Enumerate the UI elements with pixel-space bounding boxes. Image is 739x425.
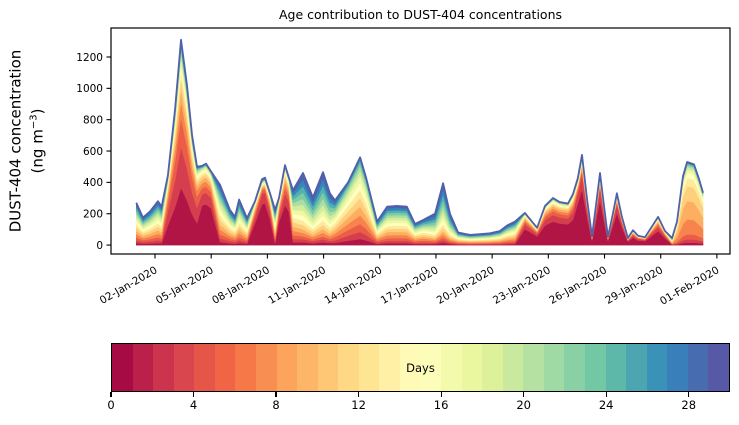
y-tick-label: 1200 — [76, 52, 103, 64]
colorbar-tick-label: 24 — [598, 398, 614, 412]
x-tick-label: 08-Jan-2020 — [210, 264, 272, 307]
stacked-area-chart: 0 200 400 600 800 1000 1200 02-Jan-202005-Jan-2… — [76, 27, 731, 308]
x-tick-label: 26-Jan-2020 — [547, 264, 609, 307]
colorbar-cell — [338, 344, 359, 391]
colorbar-cell — [646, 344, 668, 391]
colorbar-cell — [708, 344, 729, 391]
y-tick-label: 200 — [83, 209, 103, 221]
chart-title: Age contribution to DUST-404 concentrati… — [278, 7, 563, 22]
x-tick-label: 05-Jan-2020 — [154, 264, 216, 307]
colorbar-cell — [194, 344, 215, 391]
x-tick-label: 01-Feb-2020 — [658, 264, 721, 308]
colorbar-tick — [192, 392, 195, 397]
colorbar-cell — [461, 344, 483, 391]
colorbar-cell — [132, 344, 154, 391]
colorbar-cell — [441, 344, 462, 391]
colorbar-cell — [420, 344, 441, 391]
colorbar-cell — [482, 344, 503, 391]
colorbar-cell — [112, 344, 133, 391]
colorbar: Days 0 4 8 12 16 20 24 28 — [107, 343, 730, 412]
colorbar-cell — [297, 344, 318, 391]
colorbar-tick — [275, 392, 277, 397]
colorbar-tick — [358, 392, 360, 397]
colorbar-cell — [564, 344, 585, 391]
colorbar-cell — [605, 344, 627, 391]
y-tick-label: 0 — [96, 240, 103, 252]
colorbar-cell — [317, 344, 339, 391]
colorbar-tick — [440, 392, 442, 397]
y-tick-label: 1000 — [76, 83, 103, 95]
x-tick-label: 14-Jan-2020 — [322, 264, 384, 307]
colorbar-cell — [399, 344, 421, 391]
colorbar-tick-label: 12 — [351, 398, 366, 412]
colorbar-tick-label: 8 — [272, 398, 280, 412]
colorbar-cell — [543, 344, 565, 391]
x-tick-label: 23-Jan-2020 — [491, 264, 553, 307]
y-tick-label: 600 — [83, 146, 103, 158]
colorbar-tick — [110, 392, 112, 397]
plot-frame — [110, 27, 731, 255]
colorbar-cell — [584, 344, 606, 391]
x-tick-label: 02-Jan-2020 — [98, 264, 160, 307]
colorbar-cell — [626, 344, 647, 391]
colorbar-cell — [173, 344, 195, 391]
colorbar-tick-label: 20 — [516, 398, 531, 412]
colorbar-cell — [153, 344, 174, 391]
colorbar-cell — [687, 344, 709, 391]
colorbar-cell — [276, 344, 298, 391]
colorbar-tick-label: 28 — [681, 398, 697, 412]
y-tick-label: 800 — [83, 114, 103, 126]
colorbar-tick — [523, 392, 525, 397]
x-tick-label: 11-Jan-2020 — [266, 264, 328, 307]
colorbar-cell — [214, 344, 236, 391]
x-tick-label: 29-Jan-2020 — [603, 264, 665, 307]
colorbar-tick-label: 16 — [433, 398, 449, 412]
colorbar-cell — [235, 344, 256, 391]
colorbar-cell — [358, 344, 380, 391]
colorbar-cell — [379, 344, 400, 391]
colorbar-cell — [255, 344, 277, 391]
envelope-line — [135, 38, 704, 239]
colorbar-gradient — [111, 343, 730, 392]
x-tick-label: 17-Jan-2020 — [379, 264, 441, 307]
colorbar-cell — [667, 344, 688, 391]
colorbar-cell — [523, 344, 544, 391]
y-tick-label: 400 — [83, 177, 103, 189]
x-tick-label: 20-Jan-2020 — [435, 264, 497, 307]
colorbar-cell — [502, 344, 524, 391]
colorbar-tick — [605, 392, 607, 397]
colorbar-tick-label: 0 — [107, 398, 115, 412]
colorbar-tick-label: 4 — [189, 398, 198, 412]
colorbar-tick — [688, 392, 690, 397]
